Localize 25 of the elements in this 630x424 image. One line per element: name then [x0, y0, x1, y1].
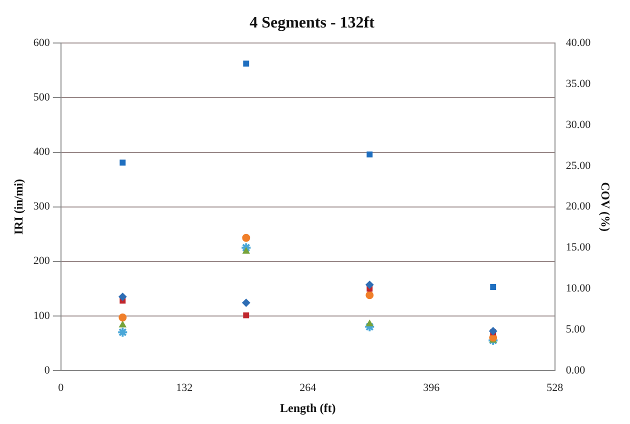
y2-tick-label: 0.00 [566, 364, 586, 376]
y2-tick-label: 35.00 [566, 78, 592, 90]
x-tick-label: 0 [58, 382, 64, 394]
x-tick-label: 264 [300, 382, 317, 394]
y2-tick-label: 25.00 [566, 160, 592, 172]
y2-tick-label: 40.00 [566, 37, 592, 50]
x-axis-title: Length (ft) [280, 400, 336, 415]
y2-tick-label: 5.00 [566, 323, 586, 336]
y-tick-label: 100 [33, 310, 50, 322]
x-tick-label: 132 [176, 382, 193, 394]
x-tick-label: 396 [423, 382, 440, 394]
chart-title: 4 Segments - 132ft [250, 14, 376, 32]
x-tick-label: 528 [546, 382, 564, 394]
y2-tick-label: 15.00 [566, 242, 592, 254]
y-tick-label: 400 [33, 146, 50, 158]
y-tick-label: 500 [33, 92, 50, 104]
y-axis-title: IRI (in/mi) [11, 178, 26, 235]
y2-tick-label: 20.00 [566, 200, 592, 213]
y2-tick-label: 10.00 [566, 282, 592, 294]
y-tick-label: 0 [44, 364, 50, 376]
y-tick-label: 300 [33, 200, 50, 213]
y-tick-label: 200 [33, 255, 50, 268]
y-tick-label: 600 [33, 37, 50, 50]
y2-tick-label: 30.00 [566, 118, 592, 131]
y2-axis-title: COV (%) [598, 182, 613, 232]
